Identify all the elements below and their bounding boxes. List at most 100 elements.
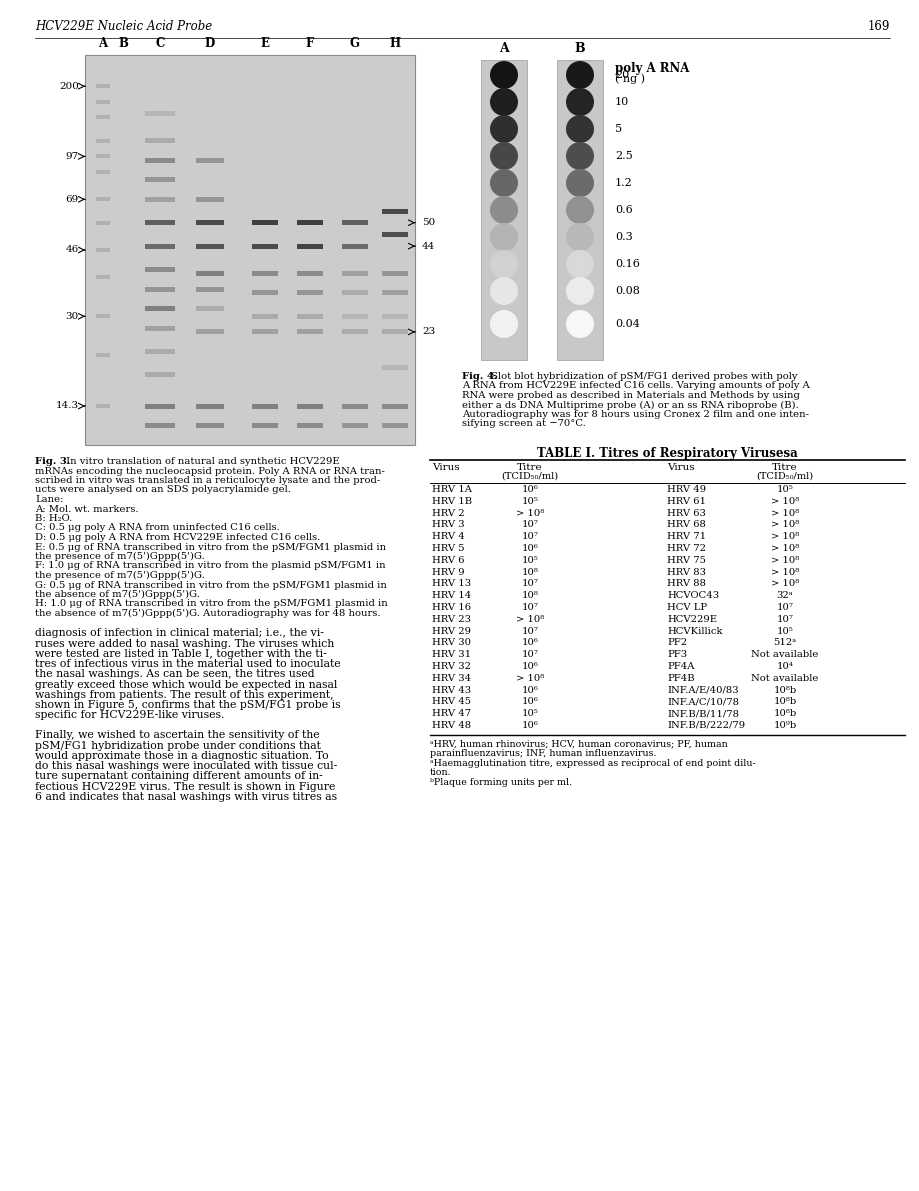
Bar: [196, 197, 223, 201]
Bar: [196, 287, 223, 292]
Text: 10⁵: 10⁵: [521, 556, 538, 565]
Text: 20: 20: [614, 70, 629, 80]
Text: E: 0.5 μg of RNA transcribed in vitro from the pSM/FGM1 plasmid in: E: 0.5 μg of RNA transcribed in vitro fr…: [35, 542, 386, 551]
Text: B: H₂O.: B: H₂O.: [35, 515, 73, 523]
Bar: [96, 139, 110, 143]
Text: the absence of m7(5')Gppp(5')G. Autoradiography was for 48 hours.: the absence of m7(5')Gppp(5')G. Autoradi…: [35, 609, 380, 618]
Text: Not available: Not available: [751, 650, 818, 659]
Text: 44: 44: [422, 242, 435, 250]
Bar: [342, 313, 368, 319]
Text: HRV 1A: HRV 1A: [432, 485, 471, 494]
Text: E: E: [260, 37, 269, 50]
Text: Fig. 4.: Fig. 4.: [461, 372, 497, 381]
Text: 0.08: 0.08: [614, 286, 640, 297]
Text: Titre: Titre: [516, 463, 542, 472]
Text: 50: 50: [422, 218, 435, 227]
Text: the absence of m7(5')Gppp(5')G.: the absence of m7(5')Gppp(5')G.: [35, 590, 199, 599]
Text: 10⁷: 10⁷: [776, 615, 792, 624]
Text: PF3: PF3: [666, 650, 686, 659]
Text: the nasal washings. As can be seen, the titres used: the nasal washings. As can be seen, the …: [35, 669, 314, 679]
Bar: [196, 244, 223, 249]
Circle shape: [565, 310, 594, 338]
Text: > 10⁸: > 10⁸: [770, 556, 799, 565]
Text: > 10⁸: > 10⁸: [770, 544, 799, 553]
Circle shape: [565, 61, 594, 89]
Text: 10⁷: 10⁷: [521, 603, 538, 612]
Bar: [342, 330, 368, 335]
Text: TABLE I. Titres of Respiratory Virusesa: TABLE I. Titres of Respiratory Virusesa: [537, 447, 797, 460]
Text: > 10⁸: > 10⁸: [516, 674, 543, 682]
Text: poly A RNA: poly A RNA: [614, 62, 688, 75]
Bar: [196, 157, 223, 163]
Text: HRV 68: HRV 68: [666, 520, 705, 530]
Text: 0.16: 0.16: [614, 258, 640, 269]
Bar: [481, 60, 527, 360]
Text: 10⁶: 10⁶: [521, 544, 538, 553]
Text: ᵃHRV, human rhinovirus; HCV, human coronavirus; PF, human: ᵃHRV, human rhinovirus; HCV, human coron…: [429, 740, 727, 749]
Text: (TCID₅₀/ml): (TCID₅₀/ml): [501, 472, 558, 481]
Bar: [252, 423, 278, 428]
Text: ucts were analysed on an SDS polyacrylamide gel.: ucts were analysed on an SDS polyacrylam…: [35, 486, 290, 494]
Bar: [381, 364, 407, 369]
Text: ( ng ): ( ng ): [614, 73, 644, 83]
Text: 10⁷: 10⁷: [521, 650, 538, 659]
Text: 10⁶: 10⁶: [521, 662, 538, 671]
Circle shape: [490, 197, 517, 224]
Bar: [96, 100, 110, 104]
Text: 169: 169: [867, 20, 889, 33]
Text: 10⁶: 10⁶: [521, 698, 538, 706]
Text: 10⁸: 10⁸: [521, 568, 538, 576]
Text: Not available: Not available: [751, 674, 818, 682]
Text: A RNA from HCV229E infected C16 cells. Varying amounts of poly A: A RNA from HCV229E infected C16 cells. V…: [461, 381, 809, 391]
Text: 10⁵: 10⁵: [521, 497, 538, 506]
Circle shape: [565, 197, 594, 224]
Text: 5: 5: [614, 124, 621, 135]
Bar: [96, 170, 110, 174]
Bar: [145, 306, 175, 311]
Text: HCV229E Nucleic Acid Probe: HCV229E Nucleic Acid Probe: [35, 20, 212, 33]
Text: either a ds DNA Multiprime probe (A) or an ss RNA riboprobe (B).: either a ds DNA Multiprime probe (A) or …: [461, 400, 798, 410]
Text: 10⁷: 10⁷: [521, 532, 538, 541]
Bar: [96, 85, 110, 88]
Text: 10⁵: 10⁵: [521, 709, 538, 718]
Text: C: 0.5 μg poly A RNA from uninfected C16 cells.: C: 0.5 μg poly A RNA from uninfected C16…: [35, 524, 279, 532]
Text: fectious HCV229E virus. The result is shown in Figure: fectious HCV229E virus. The result is sh…: [35, 781, 335, 792]
Text: > 10⁸: > 10⁸: [770, 497, 799, 506]
Text: ᵇPlaque forming units per ml.: ᵇPlaque forming units per ml.: [429, 778, 572, 787]
Bar: [145, 220, 175, 225]
Text: HRV 49: HRV 49: [666, 485, 706, 494]
Text: ᵃHaemagglutination titre, expressed as reciprocal of end point dilu-: ᵃHaemagglutination titre, expressed as r…: [429, 759, 754, 768]
Circle shape: [565, 88, 594, 116]
Text: D: D: [205, 37, 215, 50]
Bar: [252, 330, 278, 335]
Text: INF.B/B/11/78: INF.B/B/11/78: [666, 709, 738, 718]
Circle shape: [565, 278, 594, 305]
Text: Finally, we wished to ascertain the sensitivity of the: Finally, we wished to ascertain the sens…: [35, 730, 319, 741]
Bar: [145, 287, 175, 292]
Text: 10: 10: [614, 96, 629, 107]
Bar: [342, 220, 368, 225]
Text: 10⁶: 10⁶: [521, 485, 538, 494]
Text: INF.A/E/40/83: INF.A/E/40/83: [666, 686, 738, 694]
Text: > 10⁸: > 10⁸: [770, 568, 799, 576]
Bar: [381, 330, 407, 335]
Circle shape: [490, 223, 517, 251]
Bar: [252, 244, 278, 249]
Text: HRV 43: HRV 43: [432, 686, 471, 694]
Text: Slot blot hybridization of pSM/FG1 derived probes with poly: Slot blot hybridization of pSM/FG1 deriv…: [487, 372, 797, 381]
Text: F: 1.0 μg of RNA transcribed in vitro from the plasmid pSM/FGM1 in: F: 1.0 μg of RNA transcribed in vitro fr…: [35, 561, 385, 570]
Text: ture supernatant containing different amounts of in-: ture supernatant containing different am…: [35, 772, 323, 781]
Text: Autoradiography was for 8 hours using Cronex 2 film and one inten-: Autoradiography was for 8 hours using Cr…: [461, 410, 808, 419]
Bar: [145, 325, 175, 330]
Text: 10⁸b: 10⁸b: [773, 686, 796, 694]
Text: HCVKillick: HCVKillick: [666, 626, 721, 636]
Bar: [96, 220, 110, 225]
Bar: [381, 232, 407, 237]
Text: RNA were probed as described in Materials and Methods by using: RNA were probed as described in Material…: [461, 391, 799, 400]
Bar: [342, 423, 368, 428]
Text: HRV 75: HRV 75: [666, 556, 705, 565]
Text: tres of infectious virus in the material used to inoculate: tres of infectious virus in the material…: [35, 659, 340, 669]
Text: 10⁸b: 10⁸b: [773, 709, 796, 718]
Text: HRV 2: HRV 2: [432, 509, 464, 518]
Circle shape: [490, 116, 517, 143]
